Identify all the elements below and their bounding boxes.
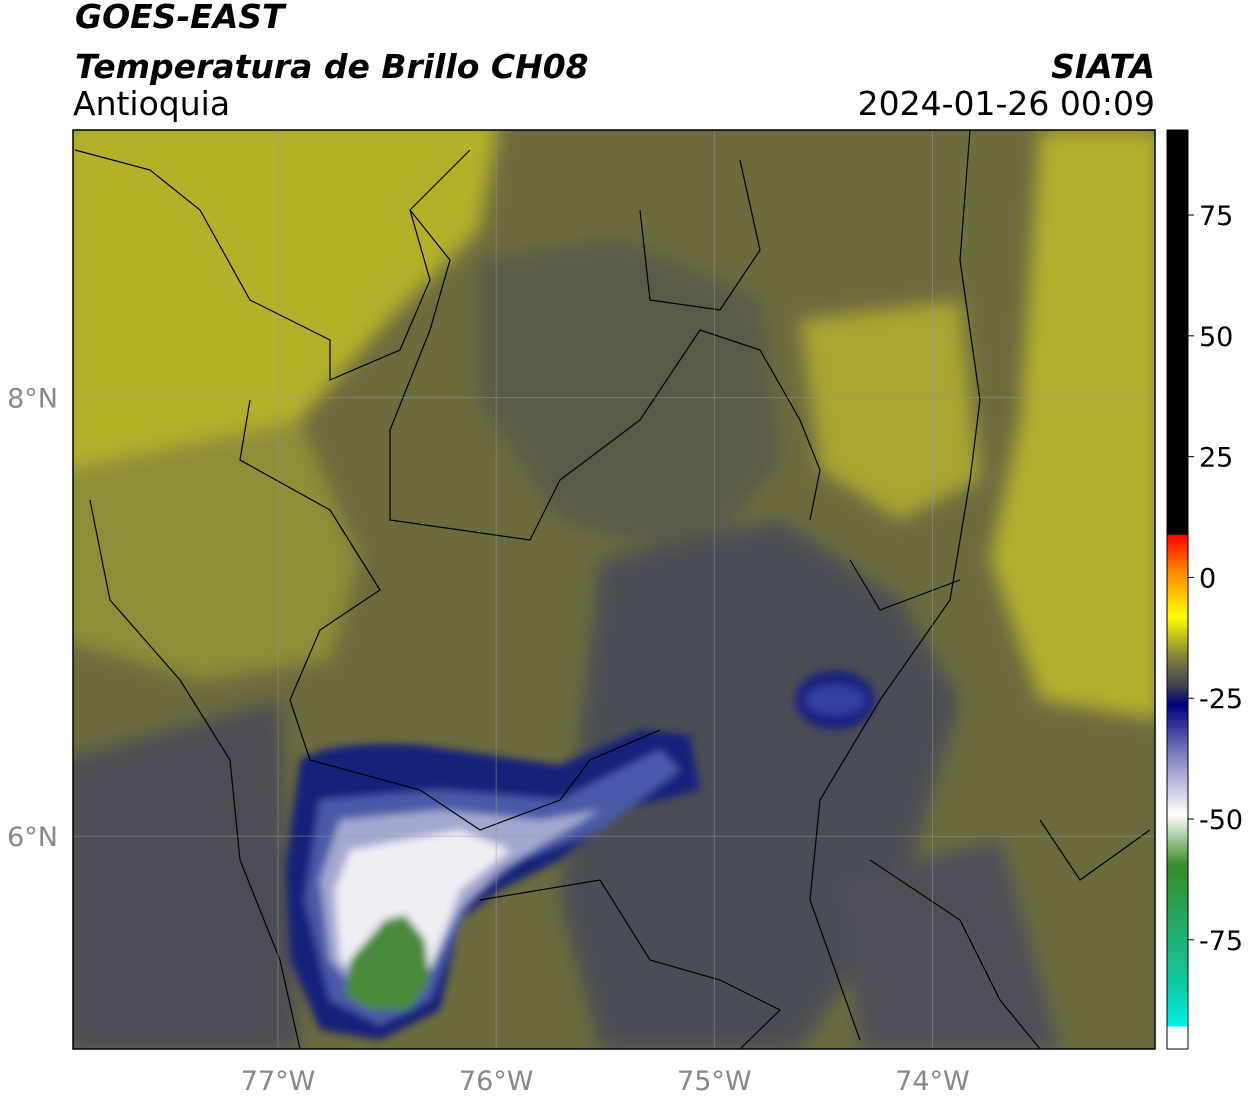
colorbar-tick-label: 50 <box>1199 322 1233 353</box>
colorbar-tick-label: -25 <box>1199 684 1243 715</box>
x-tick-label: 77°W <box>241 1066 316 1097</box>
colorbar-tick-label: 25 <box>1199 443 1233 474</box>
satellite-title: GOES-EAST <box>75 0 287 36</box>
product-title: Temperatura de Brillo CH08 <box>75 47 589 86</box>
datetime-label: 2024-01-26 00:09 <box>858 84 1155 123</box>
y-tick-label: 8°N <box>7 384 58 415</box>
graticule <box>73 130 1155 1049</box>
map-frame <box>72 129 1156 1050</box>
colorbar-tick-label: 0 <box>1199 563 1216 594</box>
x-tick-label: 75°W <box>677 1066 752 1097</box>
colorbar-tick-label: -50 <box>1199 805 1243 836</box>
satellite-image <box>73 130 1155 1049</box>
y-tick-label: 6°N <box>7 822 58 853</box>
colorbar-tick-label: -75 <box>1199 926 1243 957</box>
x-tick-label: 74°W <box>895 1066 970 1097</box>
source-label: SIATA <box>1051 47 1155 86</box>
x-tick-label: 76°W <box>459 1066 534 1097</box>
colorbar <box>1166 129 1189 1050</box>
colorbar-tick-label: 75 <box>1199 201 1233 232</box>
region-label: Antioquia <box>73 84 230 123</box>
